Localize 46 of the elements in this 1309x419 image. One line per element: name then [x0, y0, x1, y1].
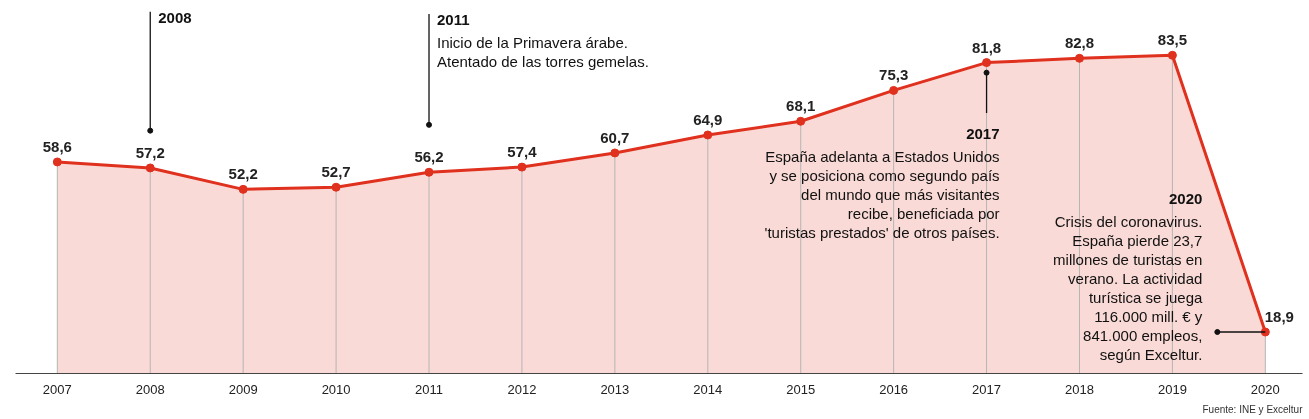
x-tick-label: 2015 [786, 381, 816, 397]
point [1167, 50, 1177, 60]
point [796, 116, 806, 126]
x-tick-label: 2013 [600, 381, 630, 397]
point [610, 148, 620, 158]
point [145, 163, 155, 173]
point [703, 130, 713, 140]
data-label: 52,7 [321, 163, 351, 181]
point [889, 85, 899, 95]
data-label: 57,2 [135, 143, 165, 161]
data-label: 58,6 [42, 137, 72, 155]
text: 2008 [158, 8, 192, 26]
x-tick-label: 2012 [507, 381, 537, 397]
data-label: 56,2 [414, 148, 444, 166]
data-label: 68,1 [786, 97, 816, 115]
x-tick-label: 2007 [42, 381, 72, 397]
point [982, 58, 992, 68]
annotation: Fuente: INE y Exceltur [1202, 403, 1304, 415]
x-tick-label: 2017 [972, 381, 1002, 397]
x-tick-label: 2010 [321, 381, 351, 397]
point [238, 184, 248, 194]
point [331, 182, 341, 192]
x-tick-label: 2009 [228, 381, 258, 397]
data-label: 81,8 [971, 38, 1002, 56]
x-tick-label: 2011 [415, 381, 443, 397]
x-tick-label: 2019 [1157, 381, 1187, 397]
point [517, 162, 527, 172]
annotation: 2011 Inicio de la Primavera árabe. Atentado de las torres gemelas. [437, 11, 649, 71]
point [424, 167, 434, 177]
data-label: 52,2 [228, 165, 258, 183]
point [1074, 53, 1084, 63]
x-tick-label: 2018 [1065, 381, 1094, 397]
data-label: 83,5 [1157, 31, 1188, 49]
annotation: 2017 España adelanta a Estados Unidos y se posiciona como segundo país del mundo que más visitantes recibe, beneficiada por 'turistas prestados' de otros países. [764, 124, 1000, 241]
x-tick-label: 2014 [693, 381, 723, 397]
data-label: 57,4 [507, 143, 538, 161]
data-label: 82,8 [1064, 34, 1095, 52]
text: 2020 Crisis del coronavirus. España pierde 23,7 millones de turistas en verano. La actividad turística se juega 116.000 mill. € y 841.000 empleos, según Exceltur. [1053, 190, 1203, 363]
x-tick-label: 2008 [135, 381, 165, 397]
point [52, 157, 62, 167]
x-tick-label: 2020 [1250, 381, 1280, 397]
data-label: 75,3 [879, 66, 909, 84]
data-label: 60,7 [600, 128, 630, 146]
x-tick-label: 2016 [879, 381, 909, 397]
data-label: 18,9 [1264, 308, 1294, 325]
data-label: 64,9 [693, 110, 723, 128]
